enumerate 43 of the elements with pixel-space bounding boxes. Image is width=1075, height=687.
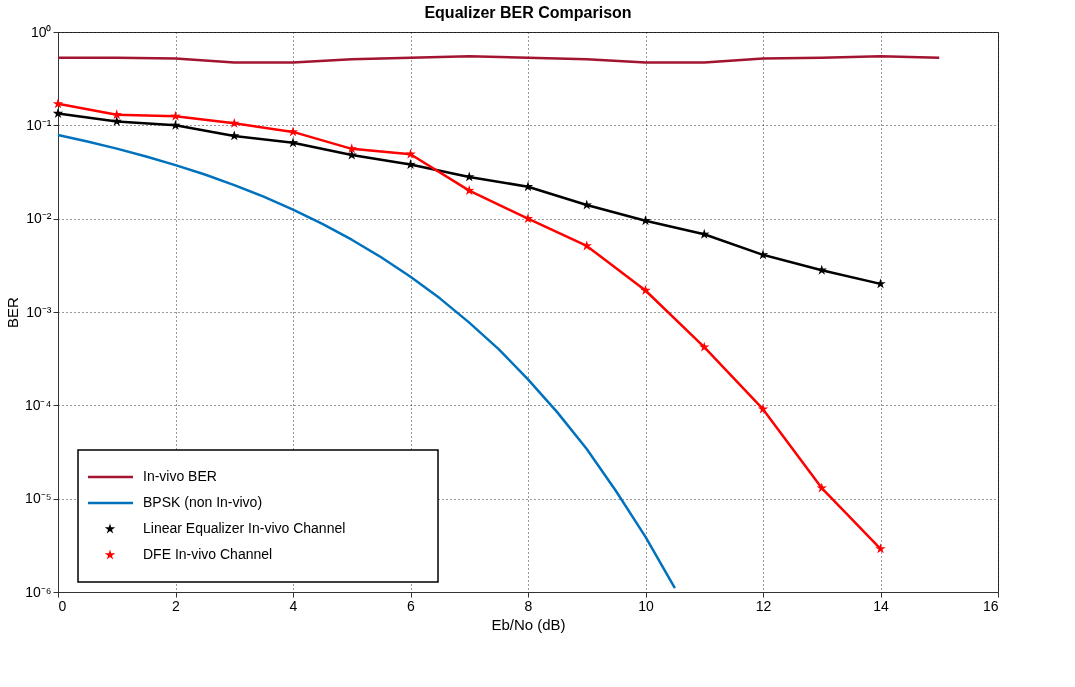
point [111,115,122,126]
x-tick-label: 8 [524,597,533,614]
x-tick-label: 10 [638,597,654,614]
point [170,110,181,121]
point [52,107,64,118]
y-axis-title: BER [3,296,21,328]
legend-label: BPSK (non In-vivo) [143,494,263,510]
point [464,185,475,196]
x-tick-label: 6 [407,597,416,614]
y-tick-label: 10⁰ [30,23,52,40]
x-tick-label: 14 [873,597,889,614]
point [640,285,651,295]
legend-label: Linear Equalizer In-vivo Channel [143,520,346,536]
legend-label: DFE In-vivo Channel [143,546,273,562]
point [229,117,240,128]
point [699,228,710,239]
x-tick-label: 2 [172,597,181,614]
point [52,98,64,109]
point [405,159,416,169]
x-axis-title: Eb/No (dB) [491,615,566,633]
y-tick-label: 10⁻² [26,210,52,227]
point [170,119,181,130]
y-tick-label: 10⁻³ [26,303,52,320]
point [816,482,827,493]
point [757,403,769,414]
point [581,240,592,251]
y-tick-label: 10⁻¹ [26,116,52,133]
y-tick-label: 10⁻⁴ [24,396,52,413]
x-tick-label: 0 [58,597,67,614]
x-tick-label: 16 [982,597,999,614]
point [522,213,534,224]
point [875,543,886,554]
chart-title: Equalizer BER Comparison [424,4,632,21]
point [405,148,416,159]
point [287,126,299,137]
y-tick-label: 10⁻⁶ [25,583,52,600]
point [699,341,710,352]
line-series [56,54,941,64]
y-tick-label: 10⁻⁵ [25,490,52,507]
line-series [56,133,677,590]
x-tick-label: 12 [755,597,772,614]
legend-label: In-vivo BER [143,468,217,484]
x-tick-label: 4 [289,597,298,614]
